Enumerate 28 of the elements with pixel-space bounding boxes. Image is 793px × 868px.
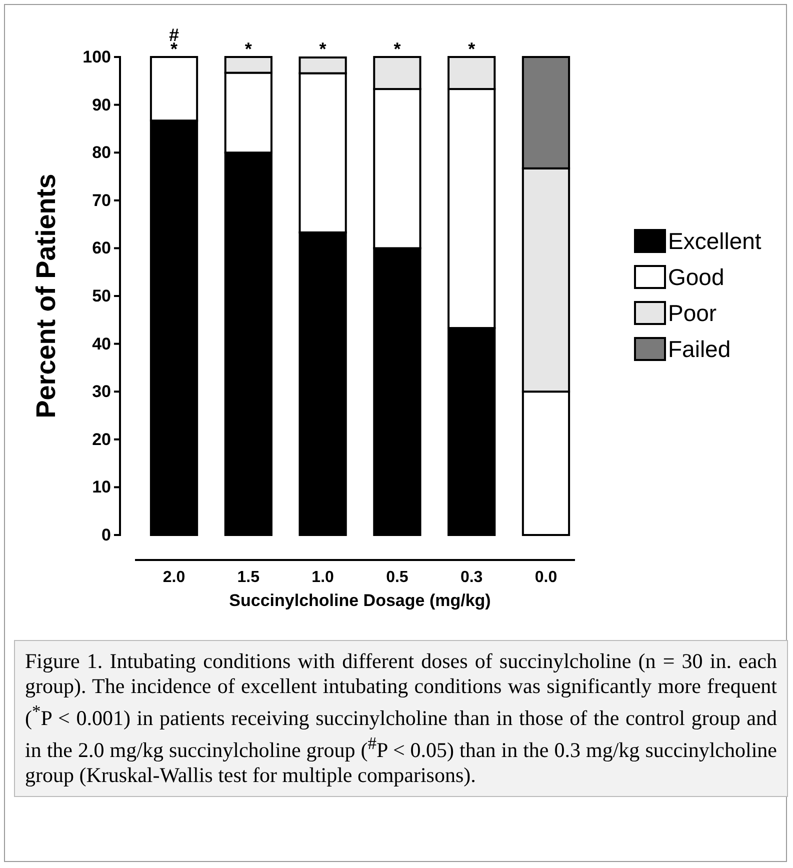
y-tick-label: 60 xyxy=(92,238,111,258)
annotation: * xyxy=(244,39,252,59)
x-tick-label: 1.0 xyxy=(312,569,334,586)
y-tick-label: 30 xyxy=(92,382,111,402)
annotation: * xyxy=(468,39,476,59)
y-tick-label: 70 xyxy=(92,190,111,210)
legend-label: Excellent xyxy=(668,228,762,254)
annotation: * xyxy=(319,39,326,59)
legend-label: Failed xyxy=(668,336,731,362)
text: Figure 1. Intubating conditions with different doses of succinylcholine (n = 30 in. each group). The incidence of excellent intubating conditions was significantly more frequent ($^{*}$P < 0.001) in patients receiving succinylcholine than in those of the control group and in the 2.0 mg/kg succinylcholine group ($^{#}$P < 0.05) than in the 0.3 mg/kg succinylcholine group (Kruskal-Wallis test for multiple comparisons). xyxy=(25,649,777,787)
annotation: * xyxy=(394,39,401,59)
y-tick-label: 100 xyxy=(82,47,111,66)
y-tick-label: 20 xyxy=(92,430,111,449)
x-tick-label: 2.0 xyxy=(162,569,186,586)
x-axis-title: Succinylcholine Dosage (mg/kg) xyxy=(229,591,491,610)
y-tick-label: 10 xyxy=(92,478,111,497)
y-tick-label: 50 xyxy=(92,286,111,306)
legend-label: Poor xyxy=(668,300,717,326)
y-tick-label: 0 xyxy=(102,525,111,544)
y-tick-label: 40 xyxy=(92,334,111,354)
x-tick-label: 0.3 xyxy=(460,569,483,586)
y-axis-title: Percent of Patients xyxy=(31,174,61,418)
x-tick-label: 0.0 xyxy=(534,569,558,586)
x-tick-label: 0.5 xyxy=(386,569,408,586)
y-tick-label: 90 xyxy=(92,95,111,114)
y-tick-label: 80 xyxy=(92,143,111,162)
x-tick-label: 1.5 xyxy=(237,569,260,586)
legend-label: Good xyxy=(668,264,724,290)
